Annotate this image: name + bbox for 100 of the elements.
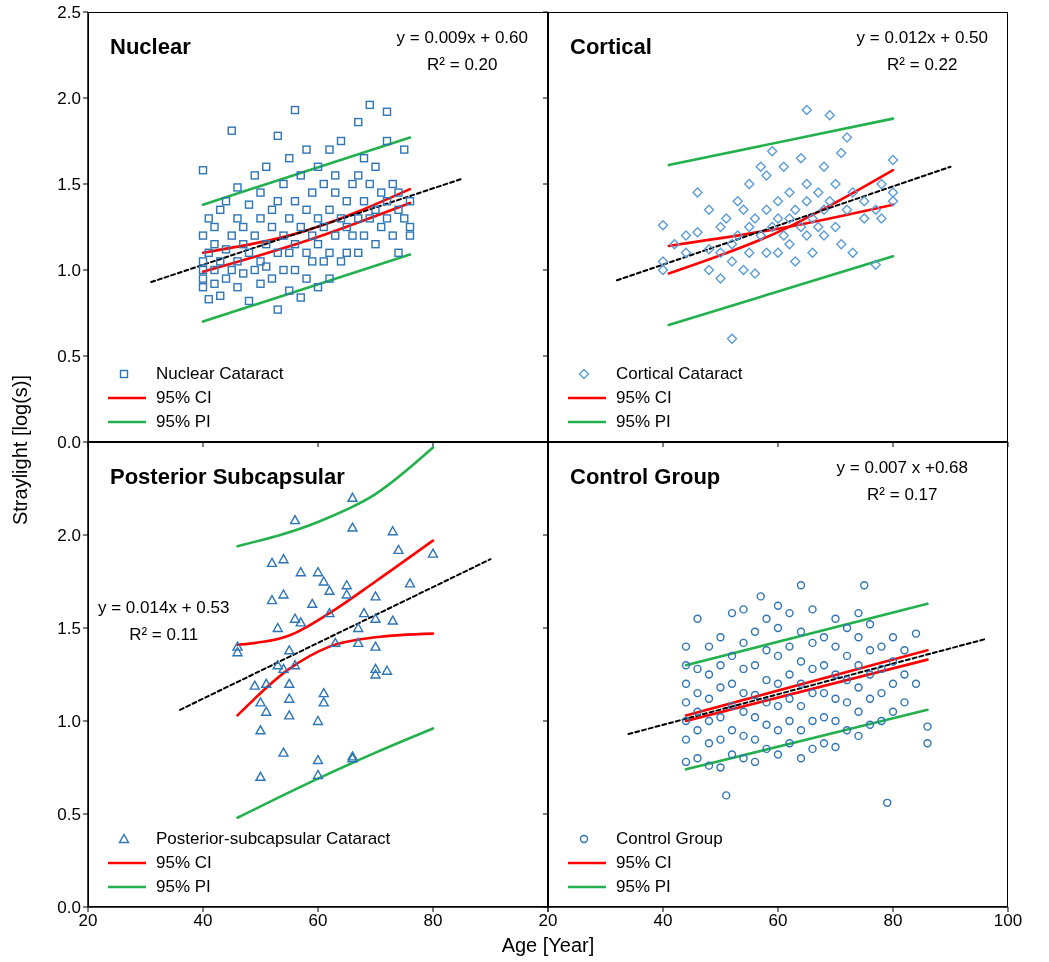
point — [318, 576, 329, 586]
point — [295, 567, 306, 577]
y-tick-label: 0.5 — [57, 347, 81, 367]
point — [393, 544, 404, 555]
y-axis-title: Straylight [log(s)] — [8, 374, 32, 526]
point — [289, 613, 301, 623]
point — [295, 617, 306, 627]
point — [289, 660, 301, 670]
point — [272, 660, 283, 670]
point — [261, 706, 272, 716]
y-tick-label: 2.5 — [57, 3, 81, 23]
legend-label: 95% PI — [156, 877, 211, 897]
point — [307, 598, 318, 609]
x-tick-label: 40 — [653, 911, 673, 931]
point — [358, 607, 370, 618]
legend-label: 95% CI — [616, 853, 672, 873]
annotation: y = 0.012x + 0.50 — [856, 27, 988, 49]
x-tick-label: 80 — [423, 911, 443, 931]
point — [278, 553, 289, 564]
point — [272, 622, 283, 633]
point — [278, 747, 289, 757]
y-tick-label: 1.5 — [57, 175, 81, 195]
point — [249, 680, 260, 690]
point — [312, 769, 324, 780]
x-tick-label: 60 — [768, 911, 788, 931]
point — [330, 637, 341, 648]
annotation: R² = 0.20 — [426, 54, 499, 76]
point — [255, 725, 266, 735]
annotation: y = 0.007 x +0.68 — [836, 457, 968, 479]
legend-label: 95% CI — [156, 388, 212, 408]
y-tick-label: 0.5 — [57, 805, 81, 825]
point — [255, 697, 266, 707]
point — [266, 557, 278, 568]
point — [324, 585, 335, 595]
point — [347, 492, 358, 502]
point — [266, 594, 278, 605]
text: Cortical — [570, 34, 652, 60]
point — [312, 567, 324, 577]
point — [318, 697, 329, 707]
text: Nuclear — [110, 34, 191, 60]
point — [289, 514, 301, 525]
point — [318, 687, 329, 698]
line-series — [236, 632, 435, 717]
legend-label: 95% PI — [616, 877, 671, 897]
point — [255, 771, 266, 781]
x-tick-label: 20 — [538, 911, 558, 931]
x-tick-label: 80 — [883, 911, 903, 931]
point — [387, 526, 398, 536]
legend-label: 95% CI — [616, 388, 672, 408]
text: Posterior Subcapsular — [110, 464, 345, 490]
point — [370, 641, 381, 651]
point — [427, 548, 439, 558]
point — [341, 580, 352, 590]
y-tick-label: 1.0 — [57, 261, 81, 281]
point — [284, 645, 295, 655]
legend-label: Nuclear Cataract — [156, 364, 284, 384]
point — [284, 693, 295, 703]
point — [261, 678, 272, 688]
line-series — [236, 727, 435, 820]
point — [404, 578, 416, 588]
legend-label: Control Group — [616, 829, 723, 849]
point — [284, 678, 295, 688]
x-tick-label: 40 — [193, 911, 213, 931]
annotation: y = 0.014x + 0.53 — [98, 597, 230, 619]
x-tick-label: 60 — [308, 911, 328, 931]
point — [341, 589, 352, 599]
annotation: y = 0.009x + 0.60 — [396, 27, 528, 49]
legend-label: 95% CI — [156, 853, 212, 873]
text: Control Group — [570, 464, 721, 490]
point — [370, 591, 381, 601]
annotation: R² = 0.22 — [886, 54, 959, 76]
point — [370, 669, 381, 679]
point — [312, 754, 324, 765]
y-tick-label: 1.0 — [57, 712, 81, 732]
legend-label: 95% PI — [156, 412, 211, 432]
x-tick-label: 100 — [993, 911, 1023, 931]
point — [324, 607, 335, 618]
y-tick-label: 2.0 — [57, 526, 81, 546]
annotation: R² = 0.11 — [128, 624, 200, 646]
point — [353, 622, 364, 633]
point — [370, 663, 381, 674]
point — [387, 615, 398, 625]
point — [347, 522, 358, 532]
point — [232, 641, 243, 651]
point — [353, 637, 364, 648]
annotation: R² = 0.17 — [866, 484, 939, 506]
point — [284, 710, 295, 720]
point — [312, 715, 324, 726]
point — [370, 613, 381, 623]
y-tick-label: 0.0 — [57, 433, 81, 453]
y-tick-label: 2.0 — [57, 89, 81, 109]
y-tick-label: 1.5 — [57, 619, 81, 639]
legend-label: Posterior-subcapsular Cataract — [156, 829, 391, 849]
x-axis-title: Age [Year] — [500, 934, 596, 957]
point — [278, 663, 289, 674]
point — [381, 665, 393, 675]
legend-label: Cortical Cataract — [616, 364, 743, 384]
legend-label: 95% PI — [616, 412, 671, 432]
point — [278, 589, 289, 599]
point — [232, 646, 243, 657]
